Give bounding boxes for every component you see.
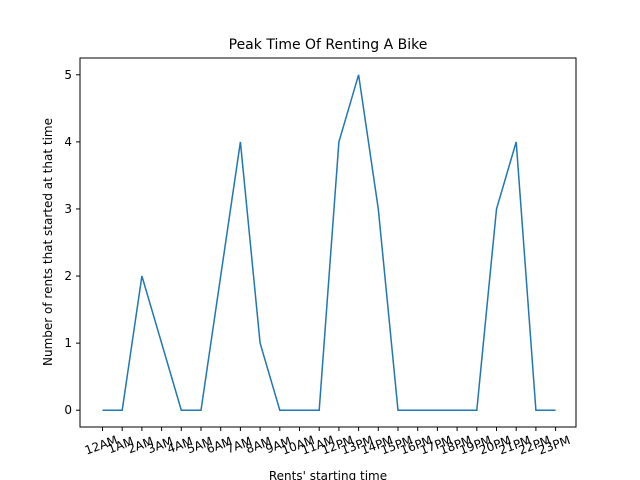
y-tick-label: 0: [64, 403, 72, 417]
y-tick-label: 5: [64, 68, 72, 82]
chart-title: Peak Time Of Renting A Bike: [229, 37, 428, 53]
x-axis: 12AM1AM2AM3AM4AM5AM6AM7AM8AM9AM10AM11AM1…: [83, 427, 572, 458]
y-tick-label: 2: [64, 269, 72, 283]
y-axis: 0 1 2 3 4 5: [64, 68, 80, 417]
y-tick-label: 4: [64, 135, 72, 149]
y-axis-label: Number of rents that started at that tim…: [41, 118, 55, 366]
y-tick-label: 3: [64, 202, 72, 216]
x-axis-label: Rents' starting time: [269, 469, 387, 480]
y-tick-label: 1: [64, 336, 72, 350]
plot-frame: [79, 57, 577, 428]
series-line-rents: [102, 74, 556, 411]
